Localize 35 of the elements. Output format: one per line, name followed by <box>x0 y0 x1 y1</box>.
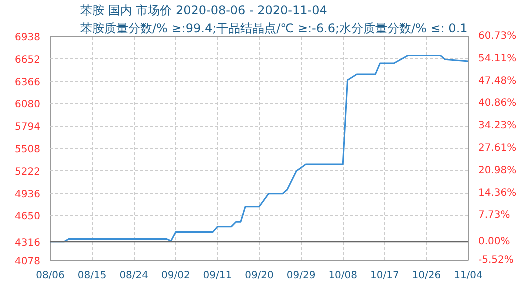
y2-tick-label: 27.61% <box>478 142 517 154</box>
y2-tick-label: 7.73% <box>478 210 510 222</box>
y-tick-label: 5508 <box>15 144 41 156</box>
y-tick-label: 6080 <box>15 100 41 111</box>
x-tick-label: 08/06 <box>36 270 65 282</box>
x-tick-label: 08/24 <box>120 270 149 282</box>
y2-tick-label: -5.52% <box>478 255 514 266</box>
x-tick-label: 08/15 <box>78 270 107 282</box>
y2-tick-label: 0.00% <box>478 236 510 248</box>
y2-tick-label: 14.36% <box>478 188 517 199</box>
y-tick-label: 4078 <box>15 256 41 268</box>
x-tick-label: 09/11 <box>203 270 232 282</box>
x-tick-label: 09/20 <box>245 270 274 282</box>
y2-tick-label: 54.11% <box>478 53 517 64</box>
y-tick-label: 4316 <box>15 238 41 249</box>
y-tick-label: 5222 <box>15 166 41 178</box>
y-tick-label: 6652 <box>15 54 41 66</box>
x-tick-label: 10/08 <box>328 270 358 282</box>
y2-tick-label: 60.73% <box>478 31 517 42</box>
y-tick-label: 5794 <box>15 122 41 134</box>
y2-tick-label: 47.48% <box>478 76 517 87</box>
y-tick-label: 4650 <box>15 212 41 223</box>
y2-tick-label: 40.86% <box>478 98 517 110</box>
y2-tick-label: 34.23% <box>478 120 517 132</box>
y-tick-label: 6938 <box>15 32 41 44</box>
chart-subtitle: 苯胺质量分数/% ≥:99.4;干品结晶点/℃ ≥:-6.6;水分质量分数/% ≤: 0.1 <box>80 22 468 36</box>
x-tick-label: 09/29 <box>286 270 316 282</box>
x-tick-label: 09/02 <box>161 270 190 282</box>
y-tick-label: 4936 <box>15 189 41 200</box>
x-tick-label: 10/26 <box>412 270 442 282</box>
x-tick-label: 11/04 <box>454 270 483 282</box>
y2-tick-label: 20.98% <box>478 165 517 176</box>
chart-title: 苯胺 国内 市场价 2020-08-06 - 2020-11-04 <box>80 4 328 18</box>
y-tick-label: 6366 <box>15 77 41 88</box>
x-tick-label: 10/17 <box>370 270 400 282</box>
